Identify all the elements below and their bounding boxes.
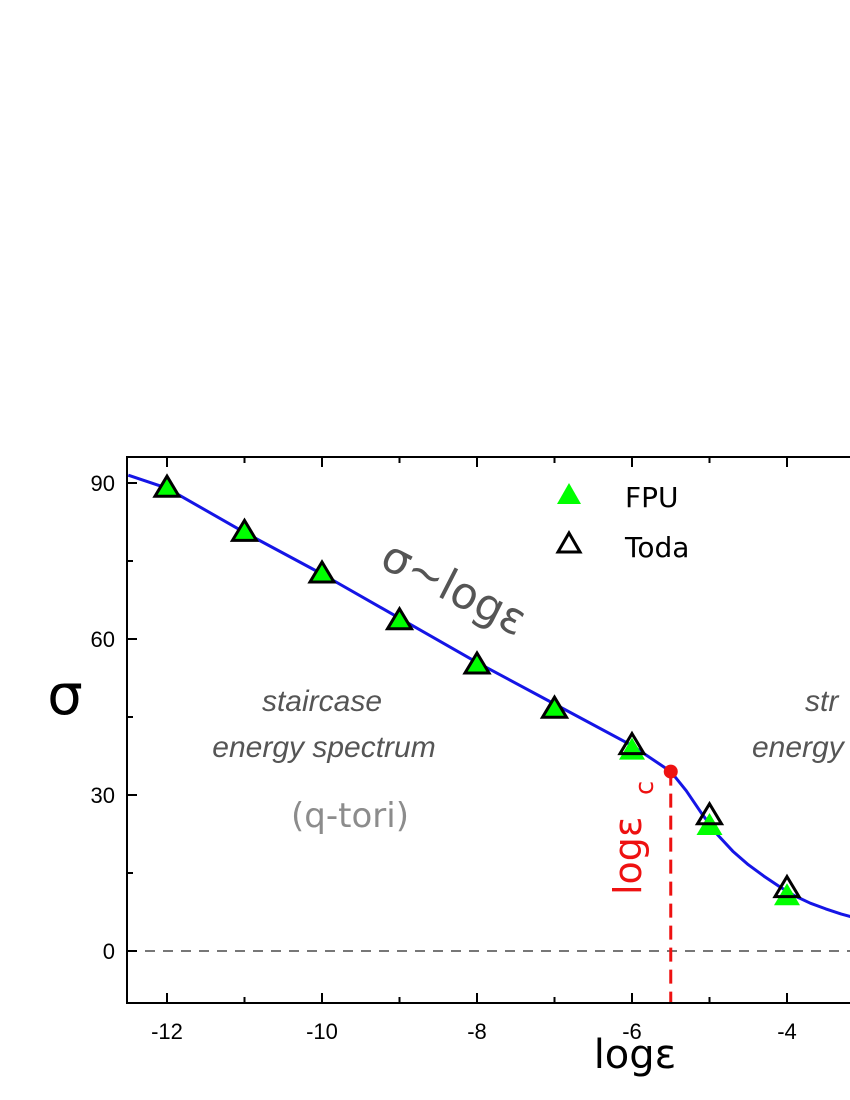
- toda-point: [617, 730, 647, 756]
- y-tick-label: 60: [91, 627, 115, 652]
- fpu-point: [309, 560, 335, 583]
- fpu-point: [774, 883, 800, 906]
- data-markers: [152, 473, 802, 906]
- critical-label-subscript: c: [630, 781, 660, 795]
- fpu-point: [154, 475, 180, 497]
- legend-toda-marker: [555, 530, 583, 554]
- x-tick-label: -4: [777, 1019, 797, 1044]
- toda-point: [384, 605, 415, 631]
- ticks: -12 -10 -8 -6 -4 0 30 60 90: [91, 457, 797, 1044]
- fpu-point: [541, 696, 568, 718]
- toda-point: [229, 517, 260, 542]
- left-region-label-line2: energy spectrum: [212, 731, 435, 764]
- toda-point: [462, 650, 492, 675]
- left-region-paren: (q-tori): [291, 796, 409, 836]
- right-region-label-line1: str: [805, 685, 839, 718]
- toda-point: [694, 800, 725, 826]
- fpu-point: [386, 607, 413, 630]
- x-axis-title: logε: [594, 1032, 677, 1078]
- right-region-label-line2: energy: [752, 731, 846, 764]
- legend: FPU Toda: [555, 481, 689, 564]
- y-axis-title: σ: [47, 663, 83, 728]
- axes: [126, 456, 850, 1004]
- fpu-point: [464, 651, 490, 674]
- x-tick-label: -6: [622, 1019, 642, 1044]
- plot-frame: [126, 456, 850, 1004]
- x-tick-label: -8: [467, 1019, 487, 1044]
- toda-point: [772, 873, 802, 899]
- toda-point: [307, 559, 337, 584]
- legend-fpu-label: FPU: [625, 481, 678, 514]
- toda-point: [539, 694, 570, 719]
- y-tick-label: 90: [91, 471, 115, 496]
- legend-fpu-marker: [557, 483, 581, 504]
- fit-curve-layer: [127, 473, 850, 918]
- fpu-point: [231, 519, 258, 542]
- legend-toda-label: Toda: [624, 531, 689, 564]
- critical-label: logε c: [606, 781, 660, 895]
- x-tick-label: -12: [151, 1019, 183, 1044]
- critical-point: [663, 764, 678, 779]
- critical-label-main: logε: [606, 817, 650, 895]
- left-region-label-line1: staircase: [262, 685, 382, 718]
- critical-point-layer: [663, 764, 678, 1003]
- toda-point: [152, 473, 182, 498]
- y-tick-label: 30: [91, 783, 115, 808]
- y-tick-label: 0: [103, 939, 115, 964]
- fit-curve: [127, 473, 850, 918]
- x-tick-label: -10: [306, 1019, 338, 1044]
